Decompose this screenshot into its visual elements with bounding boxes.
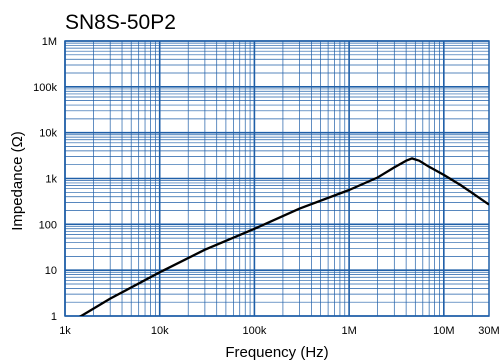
x-tick-labels: 1k 10k 100k 1M 10M 30M <box>59 325 500 337</box>
y-axis-label: Impedance (Ω) <box>9 131 26 231</box>
x-tick-label: 10M <box>433 325 454 337</box>
x-tick-label: 1k <box>59 325 71 337</box>
y-tick-label: 1k <box>45 174 57 186</box>
y-tick-label: 10 <box>45 265 57 277</box>
y-tick-label: 100 <box>39 219 57 231</box>
plot-frame <box>64 40 490 317</box>
y-tick-label: 1 <box>51 311 57 323</box>
x-tick-label: 30M <box>478 325 499 337</box>
y-tick-label: 1M <box>42 36 57 48</box>
chart-title: SN8S-50P2 <box>65 11 176 34</box>
x-tick-label: 1M <box>341 325 356 337</box>
y-tick-label: 100k <box>33 82 57 94</box>
grid <box>64 40 490 317</box>
x-tick-label: 100k <box>242 325 266 337</box>
x-axis-label: Frequency (Hz) <box>225 344 328 360</box>
x-tick-label: 10k <box>151 325 169 337</box>
y-tick-labels: 1 10 100 1k 10k 100k 1M <box>33 36 57 323</box>
series-layer <box>78 157 489 316</box>
y-tick-label: 10k <box>39 128 57 140</box>
series-line-0 <box>78 157 489 316</box>
